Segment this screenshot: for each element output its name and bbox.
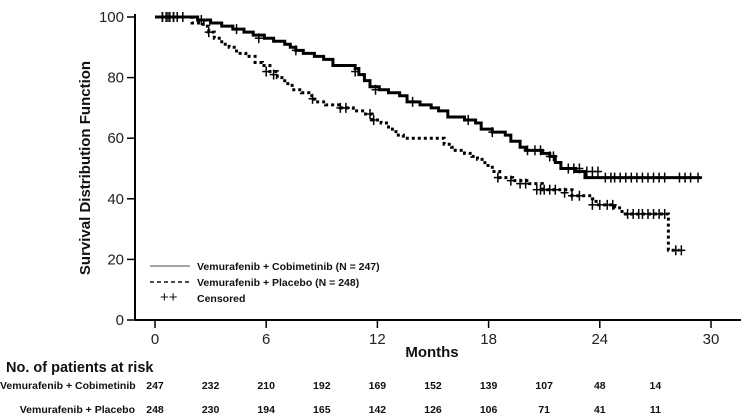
risk-count: 232 [201,380,220,392]
censor-mark [269,69,278,80]
risk-count: 142 [368,404,387,416]
axes: 0 6 12 18 24 30 0 20 40 60 80 100 [99,9,741,348]
censor-mark [660,172,669,183]
censor-mark [408,96,417,107]
censor-mark [254,33,263,44]
censor-mark [523,145,532,156]
risk-row-label: Vemurafenib + Cobimetinib [0,380,136,392]
risk-count: 247 [146,380,164,392]
censor-mark [568,190,576,201]
y-tick-label: 20 [107,251,124,268]
legend: Vemurafenib + Cobimetinib (N = 247) Vemu… [150,261,380,306]
censor-mark [686,172,695,183]
x-tick-label: 30 [703,331,720,348]
censor-mark [506,175,515,186]
legend-label-cobimetinib: Vemurafenib + Cobimetinib (N = 247) [197,261,380,273]
survival-curves [155,15,702,252]
risk-count: 210 [257,380,275,392]
risk-row-label: Vemurafenib + Placebo [19,404,135,416]
censor-mark [464,115,473,126]
y-tick-label: 60 [107,130,124,147]
x-axis-title: Months [405,344,458,361]
censor-mark [341,102,350,113]
censor-mark [178,12,187,22]
risk-count: 230 [201,404,220,416]
censor-mark [660,208,669,219]
y-tick-label: 100 [99,9,124,26]
censor-mark [536,145,545,156]
risk-count: 194 [257,404,275,416]
legend-censored-symbol: ++ [160,289,178,306]
censor-mark [575,190,584,201]
censor-mark [493,172,502,183]
x-tick-label: 6 [262,331,270,348]
y-tick-label: 80 [107,70,124,87]
x-tick-label: 0 [151,331,159,348]
risk-count: 48 [593,380,606,392]
censor-mark [365,108,374,119]
censor-mark [351,66,360,77]
censor-mark [521,178,530,189]
risk-count: 248 [146,404,164,416]
risk-count: 152 [424,380,442,392]
censor-mark [169,12,178,22]
risk-count: 11 [649,404,661,416]
legend-label-placebo: Vemurafenib + Placebo (N = 248) [197,277,359,289]
risk-count: 139 [479,380,498,392]
x-tick-label: 12 [369,331,386,348]
censor-mark [291,45,300,56]
legend-label-censored: Censored [197,293,245,305]
censor-mark [488,127,497,138]
censor-mark [694,172,703,183]
censor-mark [560,187,569,198]
curve-placebo [155,15,680,252]
censor-mark [588,199,597,210]
censor-mark [262,66,271,77]
risk-count: 192 [313,380,331,392]
risk-count: 126 [424,404,442,416]
censor-mark [551,184,560,195]
censor-marks [158,12,703,256]
curve-cobimetinib [155,15,702,180]
x-tick-label: 18 [480,331,497,348]
censor-mark [608,199,617,210]
censor-mark [308,93,317,104]
y-tick-label: 40 [107,191,124,208]
risk-count: 41 [593,404,606,416]
censor-mark [595,199,604,210]
censor-mark [677,245,686,256]
risk-count: 107 [535,380,553,392]
risk-count: 106 [479,404,498,416]
censor-mark [593,166,602,177]
risk-count: 169 [368,380,387,392]
risk-count: 14 [649,380,662,392]
censor-mark [204,27,213,38]
x-tick-label: 24 [591,331,608,348]
censor-mark [197,15,206,26]
censor-mark [371,84,380,95]
y-axis-title: Survival Distribution Function [77,61,94,275]
censor-mark [232,24,241,35]
censor-mark [549,151,558,162]
risk-table-title: No. of patients at risk [6,360,154,376]
risk-count: 71 [538,404,551,416]
censor-mark [575,163,584,174]
risk-count: 165 [313,404,331,416]
censor-mark [369,115,378,126]
y-tick-label: 0 [116,312,124,329]
